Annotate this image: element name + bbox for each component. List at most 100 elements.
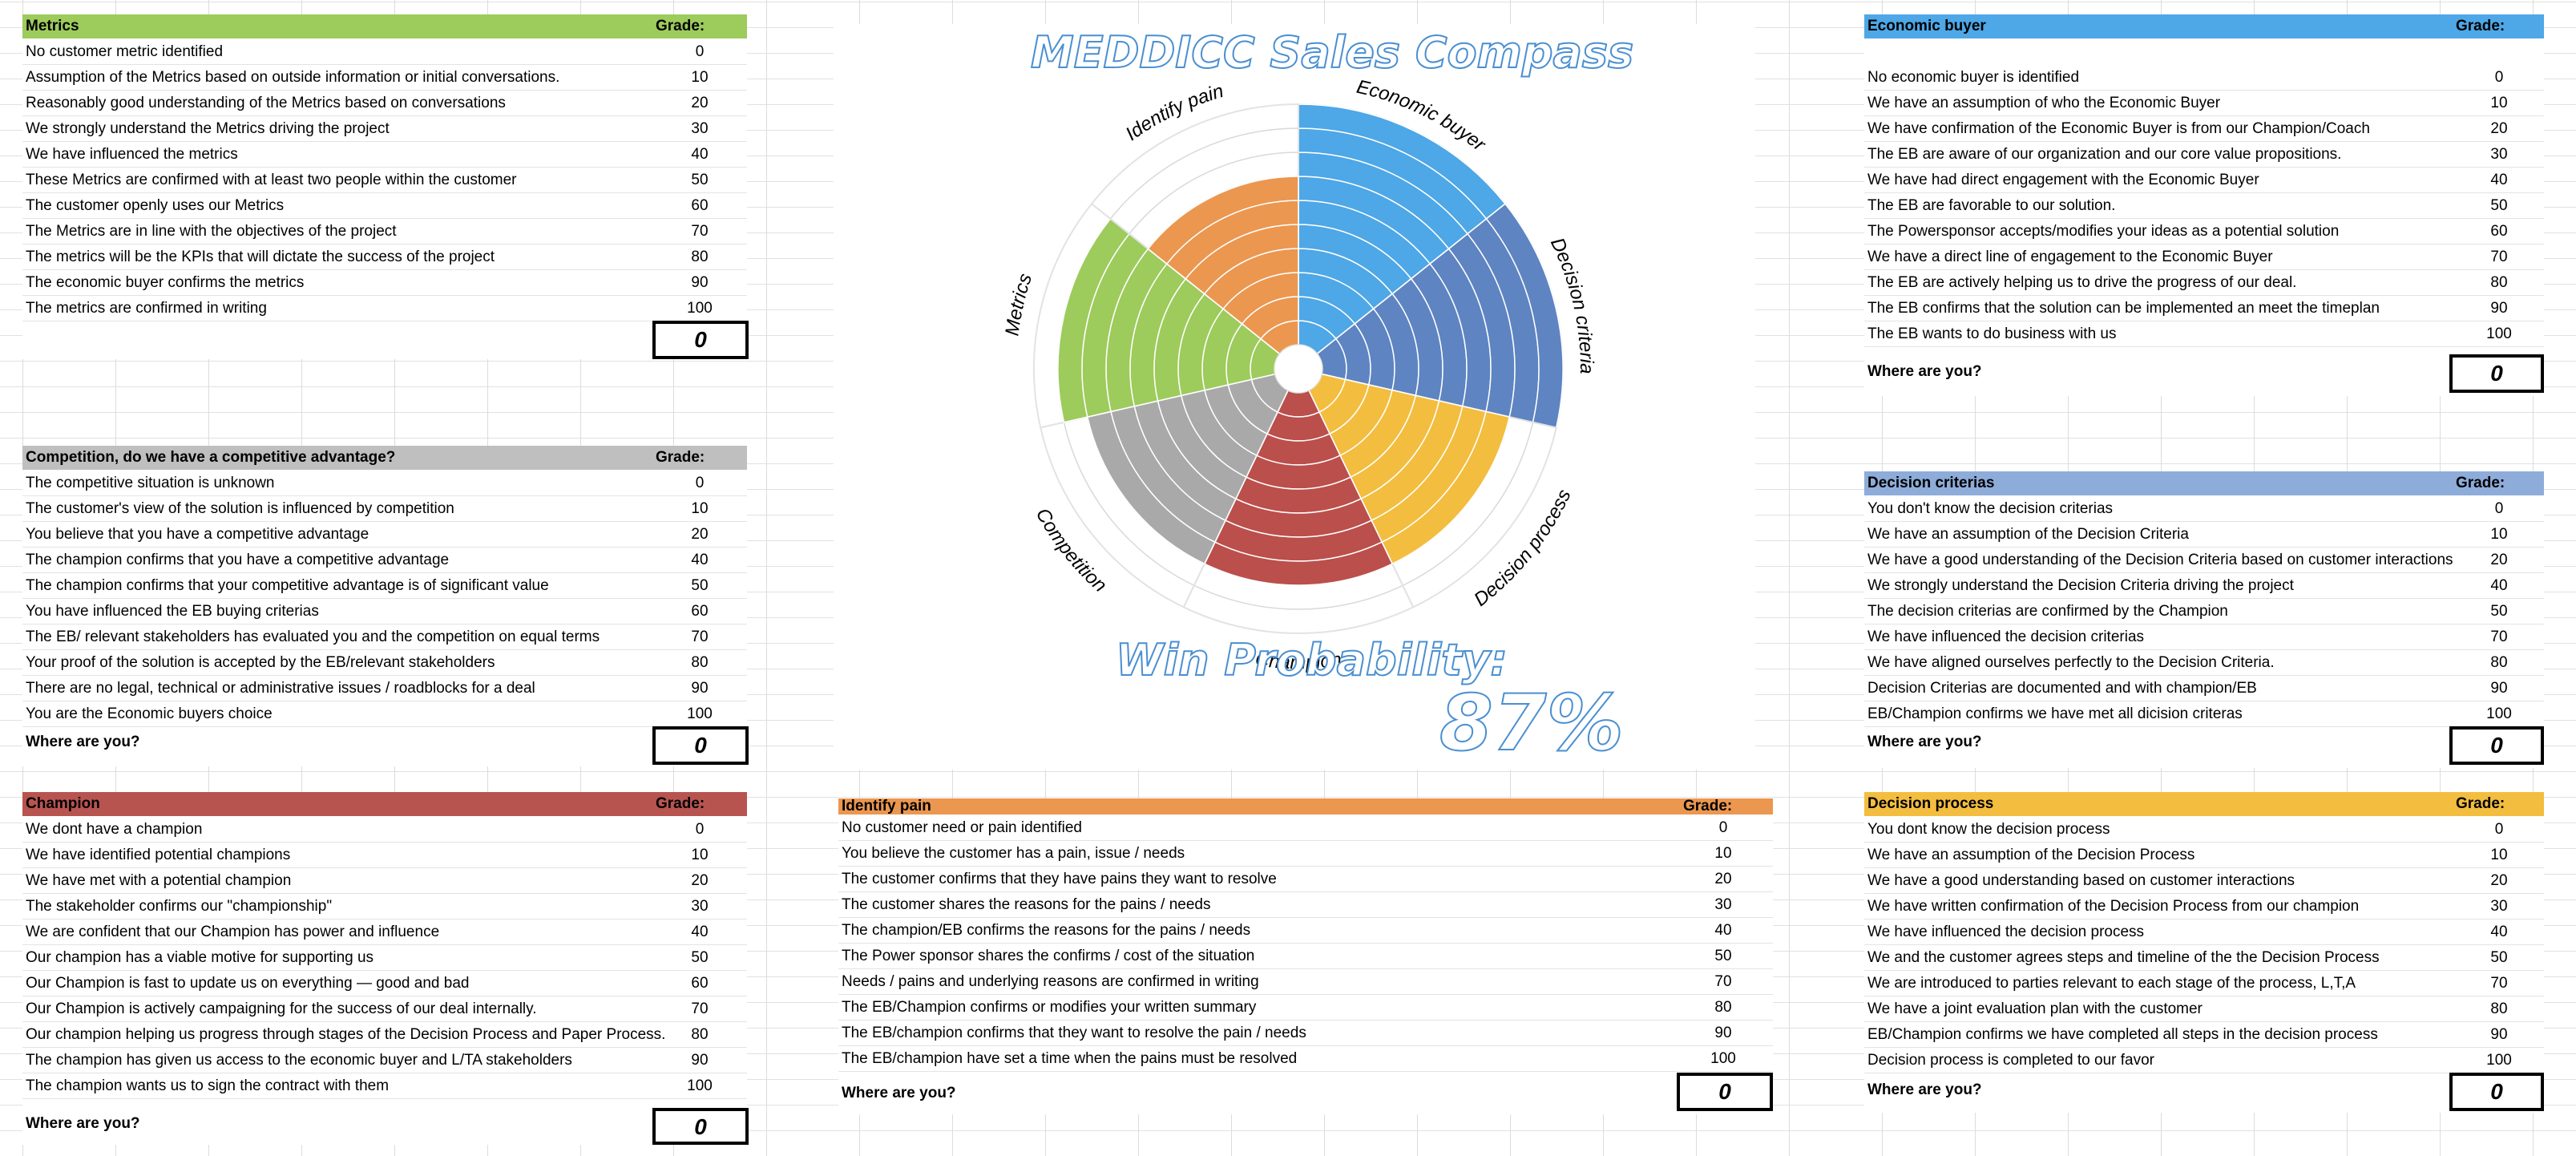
where-are-you-label: Where are you? — [26, 734, 140, 750]
criterion-text: We have written confirmation of the Deci… — [1867, 898, 2360, 915]
grade-value: 40 — [691, 552, 709, 568]
table-row[interactable]: We have confirmation of the Economic Buy… — [1864, 115, 2544, 142]
table-row[interactable]: We have had direct engagement with the E… — [1864, 167, 2544, 193]
table-row[interactable]: You don't know the decision criterias 0 — [1864, 495, 2544, 522]
table-row[interactable]: The EB/champion have set a time when the… — [838, 1045, 1773, 1072]
criterion-text: The economic buyer confirms the metrics — [26, 274, 305, 291]
table-row[interactable]: We have influenced the decision criteria… — [1864, 624, 2544, 650]
table-row[interactable]: We are confident that our Champion has p… — [22, 919, 747, 945]
table-row[interactable]: Needs / pains and underlying reasons are… — [838, 968, 1773, 995]
criterion-text: We strongly understand the Decision Crit… — [1867, 577, 2294, 594]
criterion-text: We have identified potential champions — [26, 847, 291, 863]
table-row[interactable]: You believe that you have a competitive … — [22, 521, 747, 548]
table-row[interactable]: The customer openly uses our Metrics 60 — [22, 192, 747, 219]
table-row[interactable]: You are the Economic buyers choice 100 — [22, 701, 747, 727]
table-row[interactable]: Our Champion is fast to update us on eve… — [22, 970, 747, 996]
wheel-hub — [1274, 344, 1323, 394]
grade-value: 90 — [1714, 1025, 1732, 1041]
table-row[interactable]: The EB wants to do business with us 100 — [1864, 321, 2544, 347]
table-row[interactable]: The EB/ relevant stakeholders has evalua… — [22, 624, 747, 650]
table-row[interactable]: The champion confirms that your competit… — [22, 572, 747, 599]
table-row[interactable]: Our Champion is actively campaigning for… — [22, 996, 747, 1022]
table-row[interactable]: The champion wants us to sign the contra… — [22, 1073, 747, 1099]
table-row[interactable]: Reasonably good understanding of the Met… — [22, 90, 747, 116]
competition-result-box[interactable]: 0 — [652, 726, 749, 765]
table-row[interactable]: We have influenced the decision process 4… — [1864, 919, 2544, 945]
economic-buyer-result-box[interactable]: 0 — [2449, 354, 2544, 393]
table-row[interactable]: The competitive situation is unknown 0 — [22, 470, 747, 496]
table-row[interactable]: No customer need or pain identified 0 — [838, 814, 1773, 841]
grade-value: 70 — [1714, 973, 1732, 990]
table-row[interactable]: The customer's view of the solution is i… — [22, 495, 747, 522]
table-row[interactable]: The customer shares the reasons for the … — [838, 891, 1773, 918]
table-row[interactable]: No customer metric identified 0 — [22, 38, 747, 65]
wheel-segment-fill — [1147, 176, 1299, 265]
table-row[interactable]: We strongly understand the Metrics drivi… — [22, 115, 747, 142]
table-row[interactable]: EB/Champion confirms we have met all dic… — [1864, 701, 2544, 727]
table-row[interactable]: We are introduced to parties relevant to… — [1864, 970, 2544, 996]
champion-result-box[interactable]: 0 — [652, 1108, 749, 1145]
table-row[interactable]: You believe the customer has a pain, iss… — [838, 840, 1773, 867]
champion-block: Champion Grade: We dont have a champion 0… — [22, 792, 749, 1145]
table-row[interactable]: The EB/champion confirms that they want … — [838, 1020, 1773, 1046]
identify-pain-header: Identify pain Grade: — [838, 798, 1773, 814]
table-row[interactable]: The metrics are confirmed in writing 100 — [22, 295, 747, 321]
table-row[interactable]: The Powersponsor accepts/modifies your i… — [1864, 218, 2544, 245]
decision-criteria-result-box[interactable]: 0 — [2449, 726, 2544, 765]
table-row[interactable]: We have met with a potential champion 20 — [22, 867, 747, 894]
table-row[interactable]: There are no legal, technical or adminis… — [22, 675, 747, 701]
decision-process-result-box[interactable]: 0 — [2449, 1073, 2544, 1111]
table-row[interactable]: No economic buyer is identified 0 — [1864, 64, 2544, 91]
table-row[interactable]: Our champion helping us progress through… — [22, 1021, 747, 1048]
grade-value: 90 — [2490, 680, 2508, 697]
table-row[interactable]: We have an assumption of the Decision Pr… — [1864, 842, 2544, 868]
table-row[interactable]: The champion has given us access to the … — [22, 1047, 747, 1073]
criterion-text: Our Champion is actively campaigning for… — [26, 1000, 537, 1017]
table-row[interactable]: The Metrics are in line with the objecti… — [22, 218, 747, 245]
table-row[interactable]: We and the customer agrees steps and tim… — [1864, 944, 2544, 971]
identify-pain-result-box[interactable]: 0 — [1677, 1073, 1773, 1111]
table-row[interactable]: The Power sponsor shares the confirms / … — [838, 943, 1773, 969]
table-row[interactable]: You dont know the decision process 0 — [1864, 816, 2544, 843]
table-row[interactable]: We have influenced the metrics 40 — [22, 141, 747, 168]
table-row[interactable]: Your proof of the solution is accepted b… — [22, 649, 747, 676]
table-row[interactable]: Assumption of the Metrics based on outsi… — [22, 64, 747, 91]
grade-value: 100 — [1710, 1050, 1736, 1067]
table-row[interactable]: The stakeholder confirms our "championsh… — [22, 893, 747, 920]
table-row[interactable]: The decision criterias are confirmed by … — [1864, 598, 2544, 624]
table-row[interactable]: Decision Criterias are documented and wi… — [1864, 675, 2544, 701]
win-probability-value: 87% — [1439, 677, 1625, 769]
metrics-result-box[interactable]: 0 — [652, 321, 749, 359]
table-row[interactable]: Our champion has a viable motive for sup… — [22, 944, 747, 971]
table-row[interactable]: We have an assumption of who the Economi… — [1864, 90, 2544, 116]
table-row[interactable]: The EB are aware of our organization and… — [1864, 141, 2544, 168]
table-row[interactable]: The metrics will be the KPIs that will d… — [22, 244, 747, 270]
table-row[interactable]: The EB/Champion confirms or modifies you… — [838, 994, 1773, 1021]
table-row[interactable]: We have a good understanding of the Deci… — [1864, 547, 2544, 573]
table-row[interactable]: The champion confirms that you have a co… — [22, 547, 747, 573]
table-row[interactable]: The EB are actively helping us to drive … — [1864, 269, 2544, 296]
table-row[interactable]: We have an assumption of the Decision Cr… — [1864, 521, 2544, 548]
grade-header: Grade: — [656, 449, 705, 466]
table-row[interactable]: We strongly understand the Decision Crit… — [1864, 572, 2544, 599]
table-row[interactable]: We have written confirmation of the Deci… — [1864, 893, 2544, 920]
table-row[interactable]: We have a good understanding based on cu… — [1864, 867, 2544, 894]
table-row[interactable]: We have identified potential champions 10 — [22, 842, 747, 868]
table-row[interactable]: EB/Champion confirms we have completed a… — [1864, 1021, 2544, 1048]
table-row[interactable]: We dont have a champion 0 — [22, 816, 747, 843]
table-row[interactable]: Decision process is completed to our fav… — [1864, 1047, 2544, 1073]
table-row[interactable]: You have influenced the EB buying criter… — [22, 598, 747, 624]
table-row[interactable]: The economic buyer confirms the metrics 9… — [22, 269, 747, 296]
table-row[interactable]: These Metrics are confirmed with at leas… — [22, 167, 747, 193]
table-row[interactable]: We have a direct line of engagement to t… — [1864, 244, 2544, 270]
table-row[interactable]: We have aligned ourselves perfectly to t… — [1864, 649, 2544, 676]
criterion-text: The EB/ relevant stakeholders has evalua… — [26, 629, 600, 645]
table-row[interactable]: The EB confirms that the solution can be… — [1864, 295, 2544, 321]
table-row[interactable]: We have a joint evaluation plan with the… — [1864, 996, 2544, 1022]
grade-value: 10 — [691, 500, 709, 517]
grade-value: 20 — [1714, 871, 1732, 887]
table-row[interactable]: The customer confirms that they have pai… — [838, 866, 1773, 892]
table-row[interactable]: The EB are favorable to our solution. 50 — [1864, 192, 2544, 219]
table-row[interactable]: The champion/EB confirms the reasons for… — [838, 917, 1773, 944]
grade-value: 90 — [2490, 1026, 2508, 1043]
